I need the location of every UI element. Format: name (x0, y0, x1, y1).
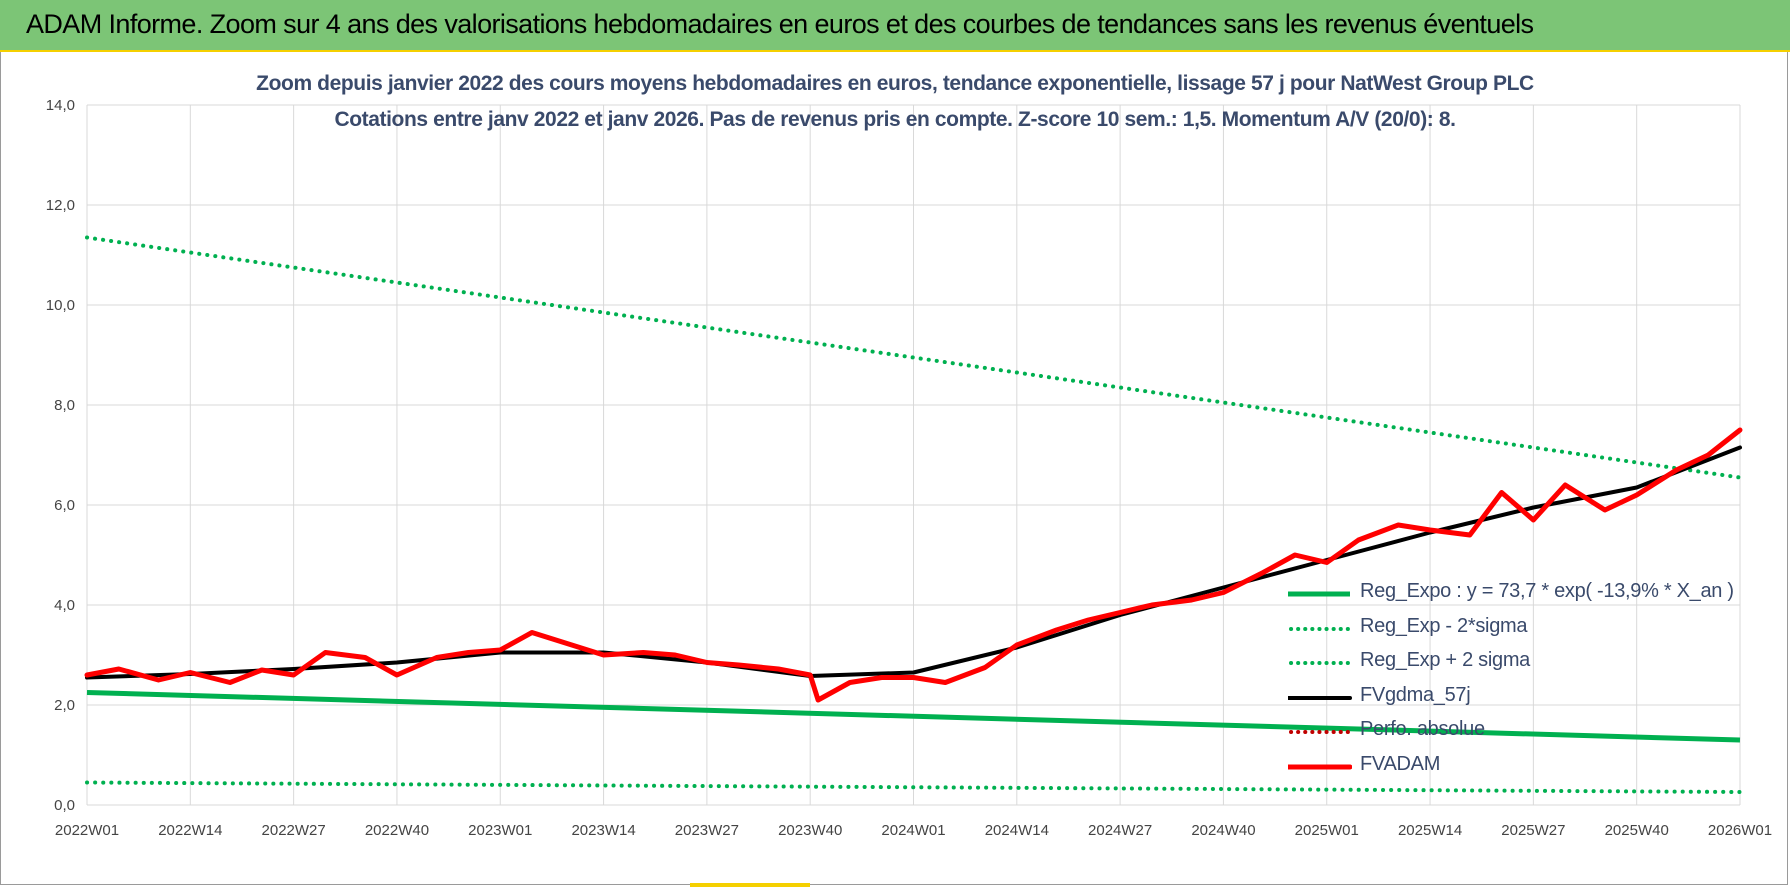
legend-label: Reg_Exp - 2*sigma (1360, 614, 1528, 637)
x-tick-label: 2025W27 (1501, 822, 1565, 839)
legend-label: Perfo. absolue (1360, 718, 1485, 740)
legend-swatch (1288, 695, 1352, 700)
x-tick-label: 2022W14 (158, 822, 222, 839)
series-line-reg-exp-2-sigma (85, 235, 1742, 480)
y-tick-label: 6,0 (54, 497, 75, 514)
x-tick-label: 2022W01 (55, 822, 119, 839)
x-tick-label: 2026W01 (1708, 822, 1772, 839)
chart-title: Zoom depuis janvier 2022 des cours moyen… (256, 72, 1534, 95)
x-tick-label: 2025W40 (1605, 822, 1669, 839)
y-tick-label: 4,0 (54, 597, 75, 614)
series-layer (84, 235, 1743, 794)
legend-label: FVgdma_57j (1360, 683, 1471, 706)
chart-subtitle: Cotations entre janv 2022 et janv 2026. … (334, 108, 1456, 131)
x-tick-label: 2025W14 (1398, 822, 1462, 839)
legend-swatch (1289, 626, 1352, 631)
x-tick-label: 2024W40 (1191, 822, 1255, 839)
x-tick-label: 2022W27 (262, 822, 326, 839)
series-line-fvgdma-57j (85, 445, 1742, 680)
legend-swatch (1288, 764, 1352, 769)
y-tick-label: 0,0 (54, 797, 75, 814)
legend-label: FVADAM (1360, 752, 1441, 775)
header-title: ADAM Informe. Zoom sur 4 ans des valoris… (26, 9, 1534, 39)
legend-swatch (1288, 591, 1350, 597)
axis-layer: 0,0 2,0 4,0 6,0 8,0 10,0 12,0 14,0 2022W01 2022W1… (46, 97, 1772, 839)
x-tick-label: 2023W14 (571, 822, 635, 839)
legend-label: Reg_Expo : y = 73,7 * exp( -13,9% * X_an… (1360, 580, 1734, 602)
y-tick-label: 12,0 (46, 197, 75, 214)
header-band: ADAM Informe. Zoom sur 4 ans des valoris… (0, 0, 1790, 52)
legend-swatch (1289, 730, 1352, 734)
bottom-accent-bar (690, 883, 810, 887)
x-tick-label: 2023W01 (468, 822, 532, 839)
x-tick-label: 2024W27 (1088, 822, 1152, 839)
series-line-reg-expo-y-73-7-exp-13-9-x-an (86, 690, 1741, 743)
y-tick-label: 2,0 (54, 697, 75, 714)
y-tick-label: 10,0 (46, 297, 75, 314)
x-tick-label: 2023W40 (778, 822, 842, 839)
grid-layer (86, 104, 1741, 806)
x-tick-label: 2023W27 (675, 822, 739, 839)
series-line-reg-exp-2-sigma (85, 780, 1742, 794)
legend-label: Reg_Exp + 2 sigma (1360, 649, 1530, 671)
y-tick-label: 14,0 (46, 97, 75, 114)
x-tick-label: 2024W14 (985, 822, 1049, 839)
y-tick-label: 8,0 (54, 397, 75, 414)
legend-swatch (1289, 661, 1352, 665)
x-tick-label: 2024W01 (881, 822, 945, 839)
x-tick-label: 2025W01 (1295, 822, 1359, 839)
x-tick-label: 2022W40 (365, 822, 429, 839)
series-line-fvadam (84, 427, 1743, 703)
